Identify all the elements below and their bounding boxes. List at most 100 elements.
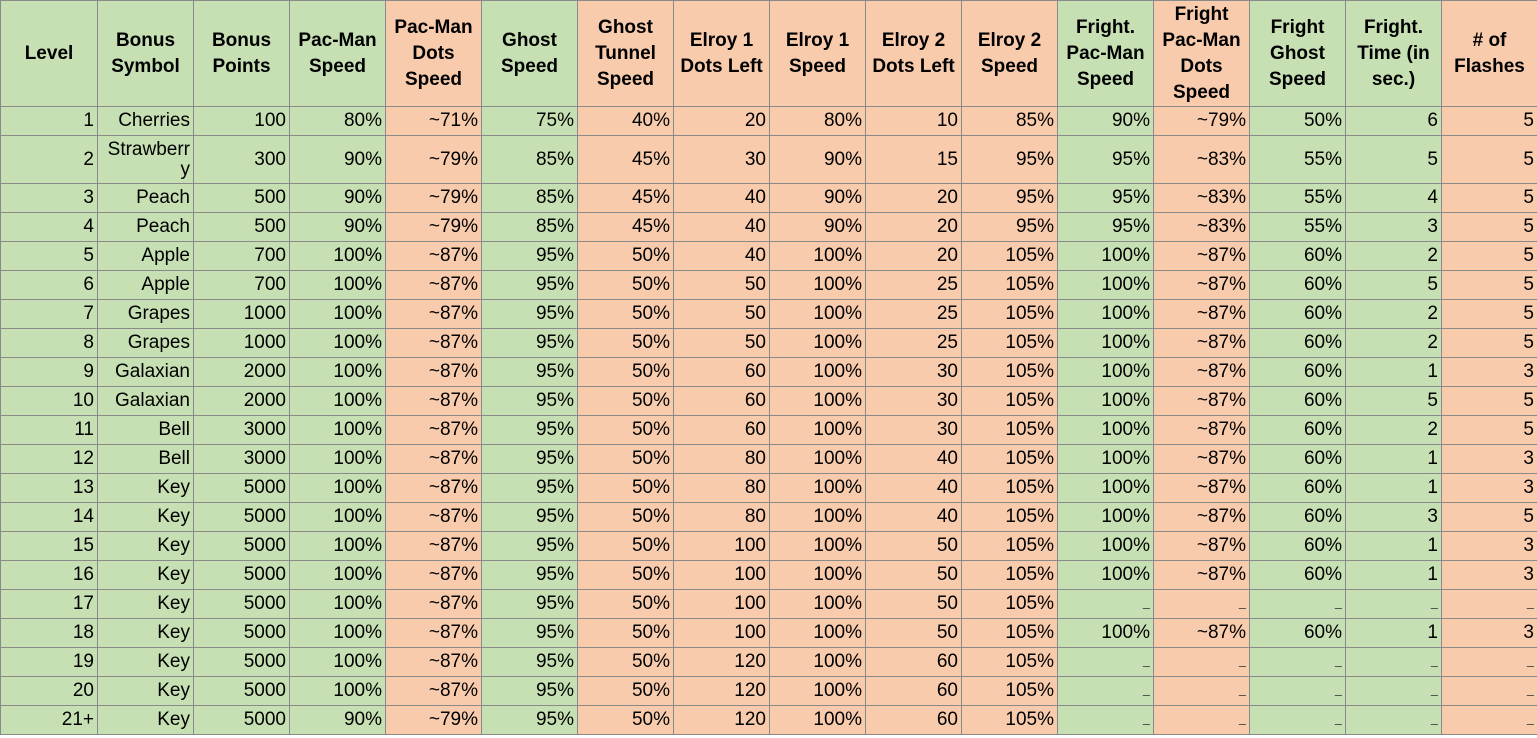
table-cell: 100% (769, 676, 866, 706)
table-cell: 100% (289, 415, 386, 445)
table-cell: 105% (961, 241, 1058, 271)
table-cell: 40 (673, 183, 770, 213)
table-cell: 85% (481, 135, 578, 184)
table-cell: 100% (769, 270, 866, 300)
table-cell: ~87% (1153, 299, 1250, 329)
table-cell: 100% (769, 618, 866, 648)
table-cell: 2000 (193, 386, 290, 416)
table-cell: Key (97, 647, 194, 677)
table-cell: 45% (577, 212, 674, 242)
table-cell: ~87% (1153, 444, 1250, 474)
table-cell: 5000 (193, 531, 290, 561)
table-cell: 100% (769, 444, 866, 474)
table-cell: 1 (1345, 531, 1442, 561)
column-header: Pac-Man Speed (289, 0, 386, 107)
table-cell: 100% (769, 328, 866, 358)
table-cell: 3 (1441, 618, 1537, 648)
table-cell: – (1057, 705, 1154, 735)
table-cell: 10 (0, 386, 98, 416)
table-cell: – (1153, 647, 1250, 677)
table-cell: 85% (961, 106, 1058, 136)
table-cell: 55% (1249, 183, 1346, 213)
table-cell: 95% (961, 135, 1058, 184)
table-row: 4 Peach 500 90% ~79% 85% 45% 40 90% 20 95% 95% ~83% 5… (0, 212, 1537, 242)
table-cell: 100% (289, 270, 386, 300)
table-cell: 50% (577, 415, 674, 445)
table-cell: 120 (673, 676, 770, 706)
table-cell: 105% (961, 328, 1058, 358)
column-header: Ghost Speed (481, 0, 578, 107)
table-cell: 1 (1345, 560, 1442, 590)
table-cell: ~87% (1153, 241, 1250, 271)
table-cell: 105% (961, 415, 1058, 445)
table-cell: Key (97, 531, 194, 561)
table-cell: 100% (289, 386, 386, 416)
table-cell: 20 (865, 183, 962, 213)
table-row: 15 Key 5000 100% ~87% 95% 50% 100 100% 50 105% 100%… (0, 531, 1537, 561)
table-cell: 95% (481, 299, 578, 329)
table-cell: – (1345, 647, 1442, 677)
table-cell: 95% (481, 676, 578, 706)
table-cell: 9 (0, 357, 98, 387)
table-cell: 45% (577, 135, 674, 184)
table-cell: 100% (289, 531, 386, 561)
table-cell: 100% (769, 415, 866, 445)
table-cell: 100% (769, 647, 866, 677)
table-cell: – (1249, 647, 1346, 677)
table-cell: 100% (289, 357, 386, 387)
table-row: 2 Strawberry 300 90% ~79% 85% 45% 30 90% 15 95% 95%… (0, 135, 1537, 184)
table-cell: 105% (961, 386, 1058, 416)
table-cell: 20 (865, 241, 962, 271)
table-cell: Grapes (97, 299, 194, 329)
table-cell: 40 (865, 473, 962, 503)
table-cell: 90% (769, 135, 866, 184)
table-cell: 15 (865, 135, 962, 184)
column-header: Bonus Symbol (97, 0, 194, 107)
table-cell: 4 (0, 212, 98, 242)
table-cell: ~87% (385, 386, 482, 416)
table-cell: 4 (1345, 183, 1442, 213)
table-cell: 5 (1345, 135, 1442, 184)
table-row: 17 Key 5000 100% ~87% 95% 50% 100 100% 50 105% – – – –… (0, 589, 1537, 619)
table-cell: 60% (1249, 560, 1346, 590)
table-cell: 95% (1057, 212, 1154, 242)
table-cell: Bell (97, 444, 194, 474)
table-cell: – (1345, 676, 1442, 706)
table-cell: 50% (577, 241, 674, 271)
table-cell: 19 (0, 647, 98, 677)
table-cell: ~87% (385, 676, 482, 706)
table-cell: 3 (1345, 502, 1442, 532)
table-cell: 60 (673, 357, 770, 387)
table-cell: 25 (865, 270, 962, 300)
table-cell: ~83% (1153, 135, 1250, 184)
table-cell: 60 (865, 705, 962, 735)
table-cell: 5000 (193, 705, 290, 735)
table-cell: 100% (1057, 241, 1154, 271)
table-cell: 60% (1249, 444, 1346, 474)
table-cell: 14 (0, 502, 98, 532)
table-cell: 95% (481, 473, 578, 503)
table-cell: ~87% (385, 647, 482, 677)
table-cell: 60 (865, 647, 962, 677)
table-cell: ~87% (385, 299, 482, 329)
table-cell: 50% (577, 531, 674, 561)
table-cell: 90% (289, 705, 386, 735)
table-cell: ~79% (385, 705, 482, 735)
table-cell: ~83% (1153, 183, 1250, 213)
table-cell: 5000 (193, 676, 290, 706)
table-cell: 5 (1441, 135, 1537, 184)
table-cell: 40 (865, 502, 962, 532)
table-cell: ~79% (385, 183, 482, 213)
table-cell: 18 (0, 618, 98, 648)
table-cell: 120 (673, 705, 770, 735)
table-cell: – (1249, 589, 1346, 619)
table-cell: – (1153, 705, 1250, 735)
table-cell: 5000 (193, 560, 290, 590)
table-cell: 50% (577, 299, 674, 329)
table-cell: 40% (577, 106, 674, 136)
table-cell: 50% (577, 473, 674, 503)
table-cell: 30 (673, 135, 770, 184)
table-row: 10 Galaxian 2000 100% ~87% 95% 50% 60 100% 30 105%… (0, 386, 1537, 416)
table-cell: ~87% (1153, 560, 1250, 590)
